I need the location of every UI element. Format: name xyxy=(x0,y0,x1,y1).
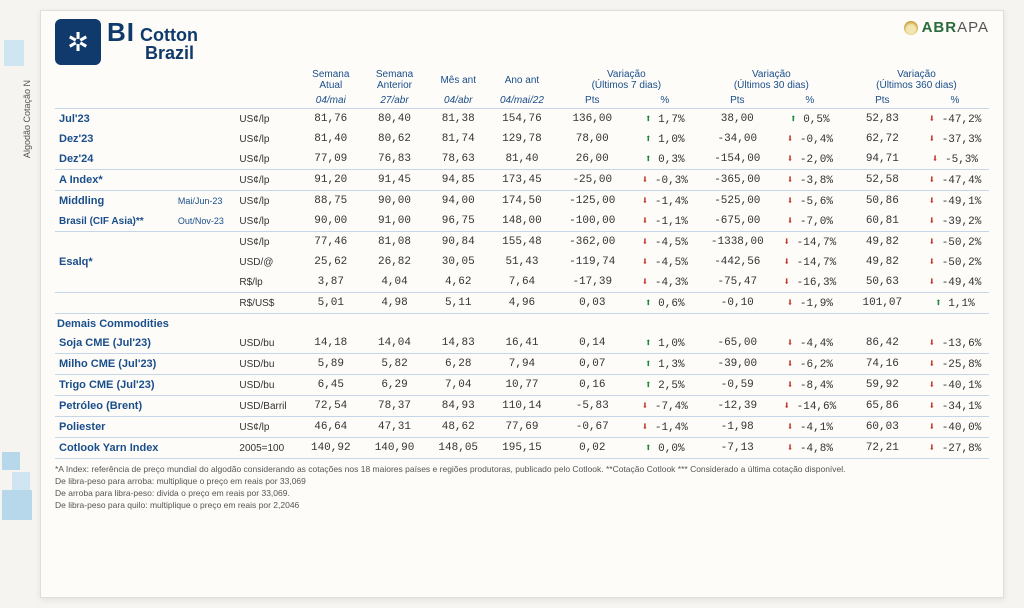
table-row: Esalq*USD/@25,6226,8230,0551,43-119,74⬇ … xyxy=(55,252,989,272)
arrow-down-icon: ⬇ xyxy=(928,175,935,187)
hdr-var30: Variação(Últimos 30 dias) xyxy=(699,67,844,93)
deco-block xyxy=(4,40,24,66)
arrow-down-icon: ⬇ xyxy=(787,380,794,392)
arrow-up-icon: ⬆ xyxy=(645,134,652,146)
hdr-pts: Pts xyxy=(699,93,776,109)
logo-line1: Cotton xyxy=(140,25,198,45)
arrow-down-icon: ⬇ xyxy=(642,257,649,269)
hdr-pct: % xyxy=(776,93,844,109)
arrow-down-icon: ⬇ xyxy=(642,401,649,413)
arrow-down-icon: ⬇ xyxy=(928,237,935,249)
arrow-down-icon: ⬇ xyxy=(787,196,794,208)
arrow-down-icon: ⬇ xyxy=(787,175,794,187)
arrow-down-icon: ⬇ xyxy=(928,359,935,371)
table-row: MiddlingMai/Jun-23US¢/lp88,7590,0094,001… xyxy=(55,191,989,212)
table-header: Semana Atual Semana Anterior Mês ant Ano… xyxy=(55,67,989,109)
report-card: ✲ BI Cotton Brazil ABRAPA Semana Atual S… xyxy=(40,10,1004,598)
arrow-down-icon: ⬇ xyxy=(787,298,794,310)
table-row: Soja CME (Jul'23)USD/bu14,1814,0414,8316… xyxy=(55,333,989,354)
arrow-down-icon: ⬇ xyxy=(787,359,794,371)
arrow-up-icon: ⬆ xyxy=(645,298,652,310)
arrow-down-icon: ⬇ xyxy=(928,277,935,289)
table-row: Jul'23US¢/lp81,7680,4081,38154,76136,00⬆… xyxy=(55,109,989,130)
arrow-up-icon: ⬆ xyxy=(645,114,652,126)
logo-icon: ✲ xyxy=(55,19,101,65)
arrow-down-icon: ⬇ xyxy=(928,216,935,228)
deco-block xyxy=(12,472,30,490)
arrow-up-icon: ⬆ xyxy=(645,380,652,392)
arrow-down-icon: ⬇ xyxy=(642,237,649,249)
arrow-up-icon: ⬆ xyxy=(645,154,652,166)
table-row: Petróleo (Brent)USD/Barril72,5478,3784,9… xyxy=(55,396,989,417)
hdr-mes-ant: Mês ant xyxy=(426,67,490,93)
hdr-date3: 04/abr xyxy=(426,93,490,109)
arrow-down-icon: ⬇ xyxy=(787,443,794,455)
logo: ✲ BI Cotton Brazil xyxy=(55,19,198,65)
side-label: Algodão Cotação N xyxy=(22,80,32,158)
arrow-down-icon: ⬇ xyxy=(642,277,649,289)
arrow-down-icon: ⬇ xyxy=(787,338,794,350)
hdr-var7: Variação(Últimos 7 dias) xyxy=(554,67,699,93)
table-row: US¢/lp77,4681,0890,84155,48-362,00⬇ -4,5… xyxy=(55,232,989,253)
section-commodities: Demais Commodities xyxy=(55,314,989,334)
hdr-semana-atual: Semana Atual xyxy=(299,67,363,93)
hdr-pct: % xyxy=(921,93,989,109)
arrow-down-icon: ⬇ xyxy=(928,134,935,146)
logo-line2: Brazil xyxy=(145,43,194,63)
deco-block xyxy=(2,490,32,520)
logo-bi: BI xyxy=(107,17,135,47)
table-row: R$/US$5,014,985,114,960,03⬆ 0,6%-0,10⬇ -… xyxy=(55,293,989,314)
hdr-date1: 04/mai xyxy=(299,93,363,109)
arrow-down-icon: ⬇ xyxy=(787,154,794,166)
arrow-down-icon: ⬇ xyxy=(928,196,935,208)
table-row: Dez'24US¢/lp77,0976,8378,6381,4026,00⬆ 0… xyxy=(55,149,989,170)
arrow-up-icon: ⬆ xyxy=(645,338,652,350)
arrow-up-icon: ⬆ xyxy=(790,114,797,126)
arrow-down-icon: ⬇ xyxy=(642,422,649,434)
arrow-down-icon: ⬇ xyxy=(642,175,649,187)
arrow-down-icon: ⬇ xyxy=(783,277,790,289)
arrow-down-icon: ⬇ xyxy=(787,134,794,146)
arrow-down-icon: ⬇ xyxy=(928,380,935,392)
arrow-up-icon: ⬆ xyxy=(935,298,942,310)
deco-block xyxy=(2,452,20,470)
arrow-down-icon: ⬇ xyxy=(783,237,790,249)
table-row: Cotlook Yarn Index2005=100140,92140,9014… xyxy=(55,438,989,459)
hdr-pts: Pts xyxy=(844,93,921,109)
footnotes: *A Index: referência de preço mundial do… xyxy=(55,463,989,511)
arrow-up-icon: ⬆ xyxy=(645,443,652,455)
arrow-down-icon: ⬇ xyxy=(642,216,649,228)
hdr-ano-ant: Ano ant xyxy=(490,67,554,93)
hdr-date2: 27/abr xyxy=(363,93,427,109)
abrapa-brand: ABRAPA xyxy=(904,19,989,36)
hdr-semana-anterior: Semana Anterior xyxy=(363,67,427,93)
arrow-down-icon: ⬇ xyxy=(928,443,935,455)
hdr-date4: 04/mai/22 xyxy=(490,93,554,109)
abrapa-icon xyxy=(904,21,918,35)
table-row: R$/lp3,874,044,627,64-17,39⬇ -4,3%-75,47… xyxy=(55,272,989,293)
arrow-down-icon: ⬇ xyxy=(783,401,790,413)
prices-table: Semana Atual Semana Anterior Mês ant Ano… xyxy=(55,67,989,459)
arrow-up-icon: ⬆ xyxy=(645,359,652,371)
arrow-down-icon: ⬇ xyxy=(787,216,794,228)
arrow-down-icon: ⬇ xyxy=(787,422,794,434)
arrow-down-icon: ⬇ xyxy=(642,196,649,208)
hdr-pts: Pts xyxy=(554,93,631,109)
table-row: Dez'23US¢/lp81,4080,6281,74129,7878,00⬆ … xyxy=(55,129,989,149)
arrow-down-icon: ⬇ xyxy=(932,154,939,166)
arrow-down-icon: ⬇ xyxy=(928,401,935,413)
arrow-down-icon: ⬇ xyxy=(928,114,935,126)
table-row: Milho CME (Jul'23)USD/bu5,895,826,287,94… xyxy=(55,354,989,375)
hdr-pct: % xyxy=(631,93,699,109)
arrow-down-icon: ⬇ xyxy=(928,422,935,434)
table-row: Trigo CME (Jul'23)USD/bu6,456,297,0410,7… xyxy=(55,375,989,396)
table-row: PoliesterUS¢/lp46,6447,3148,6277,69-0,67… xyxy=(55,417,989,438)
table-row: Brasil (CIF Asia)**Out/Nov-23US¢/lp90,00… xyxy=(55,211,989,232)
arrow-down-icon: ⬇ xyxy=(928,257,935,269)
table-row: A Index*US¢/lp91,2091,4594,85173,45-25,0… xyxy=(55,170,989,191)
arrow-down-icon: ⬇ xyxy=(928,338,935,350)
arrow-down-icon: ⬇ xyxy=(783,257,790,269)
hdr-var360: Variação(Últimos 360 dias) xyxy=(844,67,989,93)
